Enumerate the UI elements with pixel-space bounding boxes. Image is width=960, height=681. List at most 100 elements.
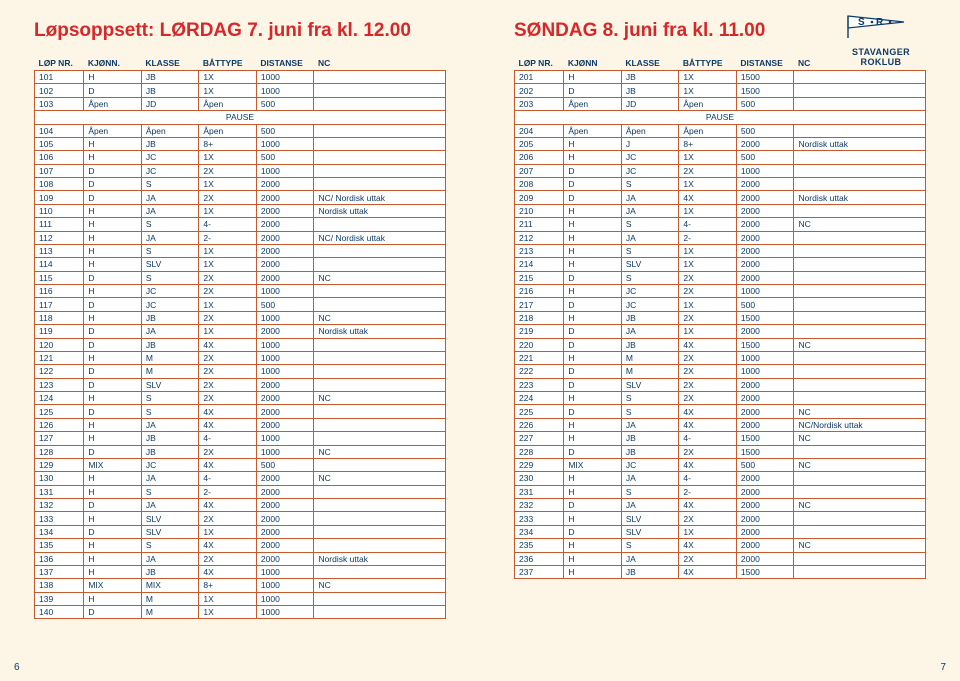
cell: 2X [199, 378, 257, 391]
cell: 500 [736, 97, 794, 110]
cell: Nordisk uttak [314, 204, 446, 217]
cell: 2X [679, 445, 737, 458]
cell [794, 325, 926, 338]
cell: 2000 [256, 499, 314, 512]
cell: Åpen [199, 124, 257, 137]
cell: NC [794, 458, 926, 471]
table-row: 115DS2X2000NC [35, 271, 446, 284]
cell: 122 [35, 365, 84, 378]
cell: 1000 [736, 351, 794, 364]
cell: H [84, 552, 142, 565]
cell [314, 432, 446, 445]
cell: H [564, 137, 622, 150]
cell: 1000 [256, 84, 314, 97]
table-row: 113HS1X2000 [35, 244, 446, 257]
cell: 2000 [256, 204, 314, 217]
cell [314, 285, 446, 298]
cell: 101 [35, 71, 84, 84]
cell: S [621, 271, 679, 284]
cell: S [621, 485, 679, 498]
cell: 1000 [256, 71, 314, 84]
col-header: DISTANSE [736, 56, 794, 71]
table-row: 117DJC1X500 [35, 298, 446, 311]
table-row: 221HM2X1000 [515, 351, 926, 364]
cell: S [141, 271, 199, 284]
table-row: 210HJA1X2000 [515, 204, 926, 217]
table-row: 127HJB4-1000 [35, 432, 446, 445]
table-row: 225DS4X2000NC [515, 405, 926, 418]
cell [794, 258, 926, 271]
cell: NC [794, 499, 926, 512]
cell: SLV [621, 525, 679, 538]
cell: JA [141, 204, 199, 217]
cell: 2X [199, 285, 257, 298]
cell [314, 97, 446, 110]
table-row: 218HJB2X1500 [515, 311, 926, 324]
cell: 2000 [256, 539, 314, 552]
cell: 2000 [736, 204, 794, 217]
col-header: LØP NR. [35, 56, 84, 71]
cell: D [564, 164, 622, 177]
cell: M [141, 592, 199, 605]
cell: D [84, 271, 142, 284]
cell: 220 [515, 338, 564, 351]
table-row: 135HS4X2000 [35, 539, 446, 552]
cell: D [84, 405, 142, 418]
cell [314, 124, 446, 137]
cell [314, 164, 446, 177]
cell: 1500 [736, 84, 794, 97]
table-row: 124HS2X2000NC [35, 392, 446, 405]
cell: NC [314, 271, 446, 284]
table-row: 237HJB4X1500 [515, 565, 926, 578]
cell: JD [621, 97, 679, 110]
cell: H [84, 418, 142, 431]
table-row: 102DJB1X1000 [35, 84, 446, 97]
cell: 2000 [256, 512, 314, 525]
cell: SLV [141, 525, 199, 538]
cell: NC [314, 579, 446, 592]
cell [794, 164, 926, 177]
cell [314, 258, 446, 271]
left-title: Løpsoppsett: LØRDAG 7. juni fra kl. 12.0… [34, 20, 446, 42]
cell: 2000 [256, 525, 314, 538]
cell: M [621, 351, 679, 364]
cell: 4X [199, 418, 257, 431]
cell: JA [621, 191, 679, 204]
cell: 4- [679, 472, 737, 485]
cell: MIX [84, 579, 142, 592]
cell: 2X [199, 392, 257, 405]
cell: JA [621, 418, 679, 431]
cell: 4X [679, 338, 737, 351]
cell: 221 [515, 351, 564, 364]
cell [794, 485, 926, 498]
cell: D [564, 298, 622, 311]
cell: 2000 [256, 552, 314, 565]
cell [314, 351, 446, 364]
table-row: 126HJA4X2000 [35, 418, 446, 431]
cell: 1X [199, 592, 257, 605]
cell [314, 512, 446, 525]
cell: 2000 [256, 258, 314, 271]
table-row: 229MIXJC4X500NC [515, 458, 926, 471]
cell: 2000 [736, 405, 794, 418]
table-row: 201HJB1X1500 [515, 71, 926, 84]
cell: 4X [199, 458, 257, 471]
cell: 2X [199, 351, 257, 364]
cell: D [564, 405, 622, 418]
table-row: 230HJA4-2000 [515, 472, 926, 485]
cell: 2000 [256, 485, 314, 498]
club-logo: S R STAVANGER ROKLUB [836, 14, 926, 67]
cell [794, 151, 926, 164]
cell: JB [621, 565, 679, 578]
cell: 1000 [256, 565, 314, 578]
cell: 500 [736, 298, 794, 311]
table-row: 105HJB8+1000 [35, 137, 446, 150]
right-title: SØNDAG 8. juni fra kl. 11.00 [514, 20, 765, 42]
cell: H [84, 258, 142, 271]
cell: 1X [199, 178, 257, 191]
cell: 232 [515, 499, 564, 512]
col-header: BÅTTYPE [199, 56, 257, 71]
cell: 136 [35, 552, 84, 565]
cell: 137 [35, 565, 84, 578]
table-row: 114HSLV1X2000 [35, 258, 446, 271]
